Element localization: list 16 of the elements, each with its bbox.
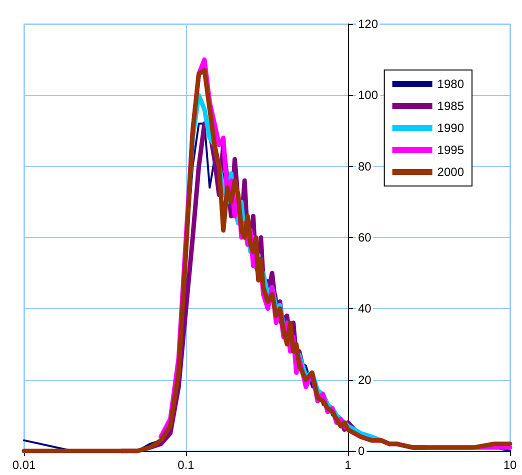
y-tick-label: 100 xyxy=(358,88,378,102)
y-tick-label: 0 xyxy=(358,444,365,458)
x-tick-label: 0.01 xyxy=(12,458,36,472)
legend-label: 1990 xyxy=(437,121,464,135)
legend-label: 1995 xyxy=(437,143,464,157)
x-tick-label: 1 xyxy=(344,458,352,472)
x-tick-label: 10 xyxy=(503,458,517,472)
y-tick-label: 20 xyxy=(358,372,372,387)
x-tick-label: 0.1 xyxy=(178,458,195,472)
y-tick-label: 80 xyxy=(358,159,372,174)
legend-label: 1985 xyxy=(437,99,464,113)
legend-label: 2000 xyxy=(437,165,464,179)
y-tick-label: 120 xyxy=(358,17,378,31)
y-tick-label: 60 xyxy=(358,230,372,244)
legend-label: 1980 xyxy=(437,77,464,91)
y-tick-label: 40 xyxy=(358,302,372,316)
